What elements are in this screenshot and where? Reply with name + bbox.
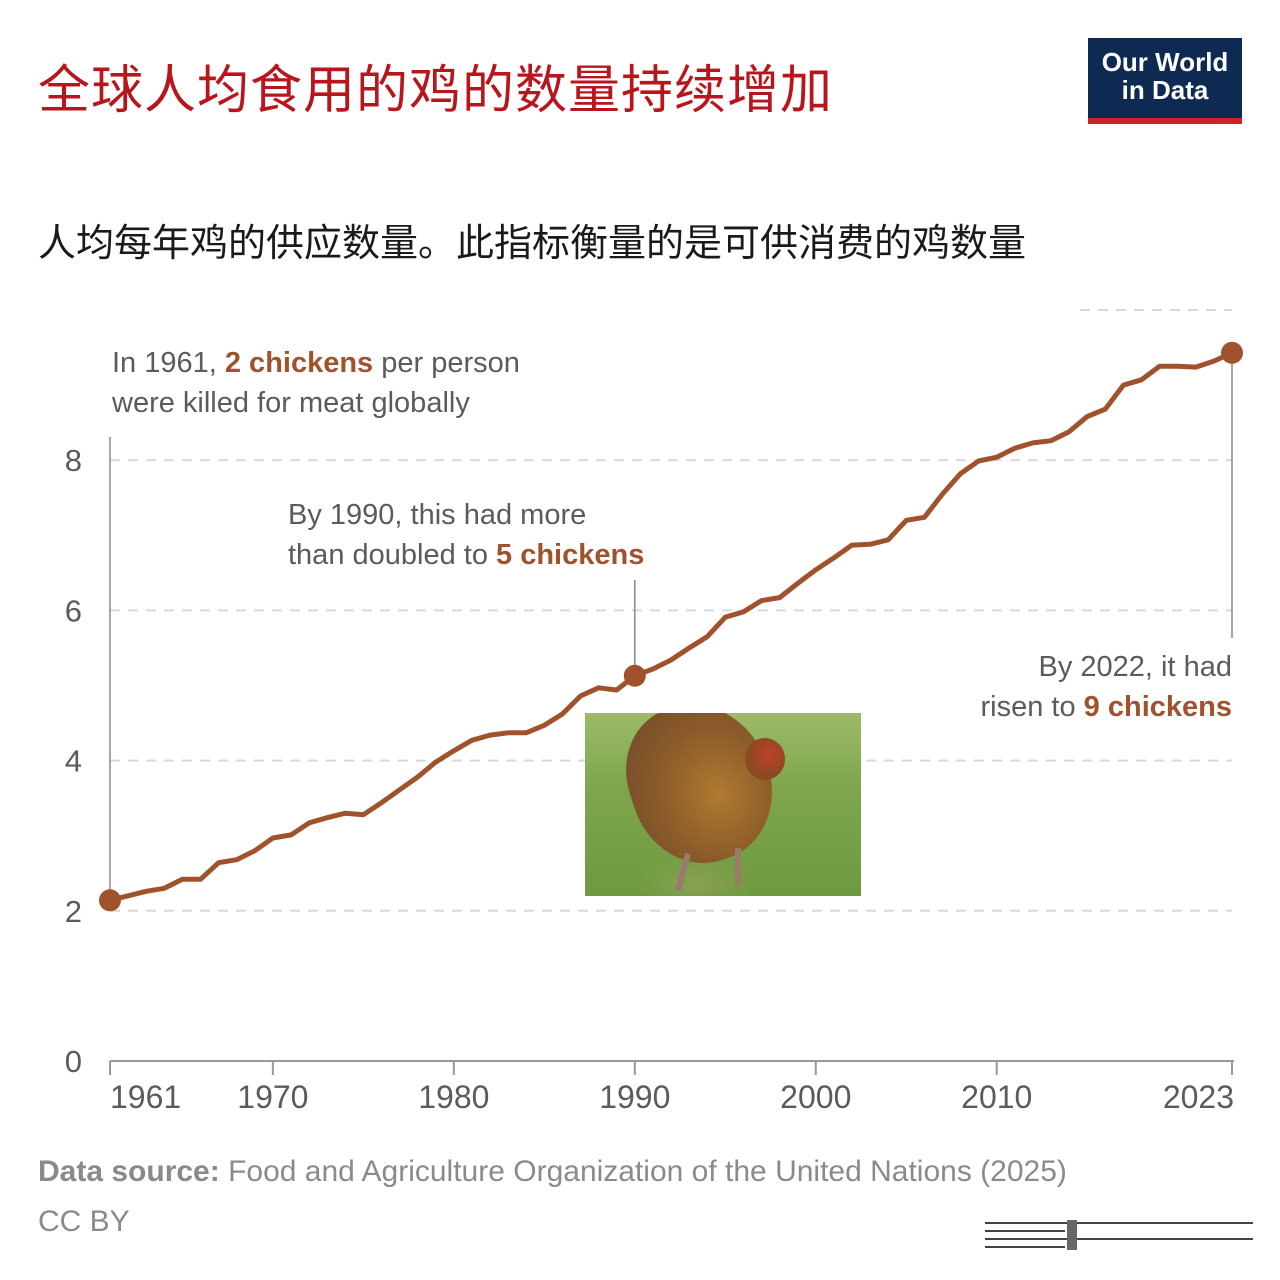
x-tick-label: 1980	[418, 1079, 489, 1115]
annotation-text: were killed for meat globally	[112, 387, 470, 419]
x-tick-label: 1961	[110, 1079, 181, 1115]
chicken-photo	[585, 713, 861, 896]
annotation-1990: By 1990, this had more than doubled to 5…	[288, 495, 644, 575]
chart-title: 全球人均食用的鸡的数量持续增加	[38, 61, 834, 121]
y-tick-label: 4	[65, 744, 82, 779]
annotation-text: In 1961,	[112, 347, 225, 379]
source-label: Data source:	[38, 1155, 220, 1188]
annotation-2022: By 2022, it had risen to 9 chickens	[981, 647, 1233, 727]
annotation-text: per person	[373, 347, 520, 379]
chicken-leg	[735, 848, 741, 886]
y-tick-label: 0	[65, 1044, 82, 1079]
license: CC BY	[38, 1205, 130, 1238]
annotation-highlight: 5 chickens	[496, 539, 645, 571]
x-tick-label: 2010	[961, 1079, 1032, 1115]
chart-subtitle: 人均每年鸡的供应数量。此指标衡量的是可供消费的鸡数量	[38, 221, 1027, 265]
highlight-point	[623, 664, 646, 687]
logo-line2: in Data	[1121, 75, 1209, 105]
source-text: Food and Agriculture Organization of the…	[219, 1155, 1067, 1188]
y-tick-label: 6	[65, 593, 82, 628]
x-tick-label: 2023	[1163, 1079, 1234, 1115]
chicken-head	[745, 738, 785, 780]
annotation-highlight: 2 chickens	[224, 347, 374, 379]
watermark-icon	[985, 1220, 1253, 1252]
chicken-leg	[675, 852, 691, 892]
series-line	[109, 350, 1234, 903]
annotation-text: than doubled to	[288, 539, 497, 571]
highlight-point	[99, 889, 121, 912]
y-tick-label: 2	[65, 894, 82, 929]
owid-logo[interactable]: Our World in Data	[1088, 38, 1242, 124]
y-tick-label: 8	[65, 443, 82, 478]
x-tick-label: 1970	[237, 1079, 308, 1115]
data-source: Data source: Food and Agriculture Organi…	[38, 1155, 1067, 1189]
annotation-1961: In 1961, 2 chickens per person were kill…	[112, 343, 520, 423]
highlight-point	[1221, 341, 1243, 364]
annotation-text: By 2022, it had	[1038, 651, 1232, 683]
x-tick-label: 1990	[599, 1079, 670, 1115]
annotation-text: risen to	[980, 691, 1084, 723]
logo-line1: Our World	[1101, 47, 1229, 77]
x-tick-label: 2000	[780, 1079, 851, 1115]
annotation-text: By 1990, this had more	[288, 499, 587, 531]
annotation-highlight: 9 chickens	[1083, 691, 1232, 723]
